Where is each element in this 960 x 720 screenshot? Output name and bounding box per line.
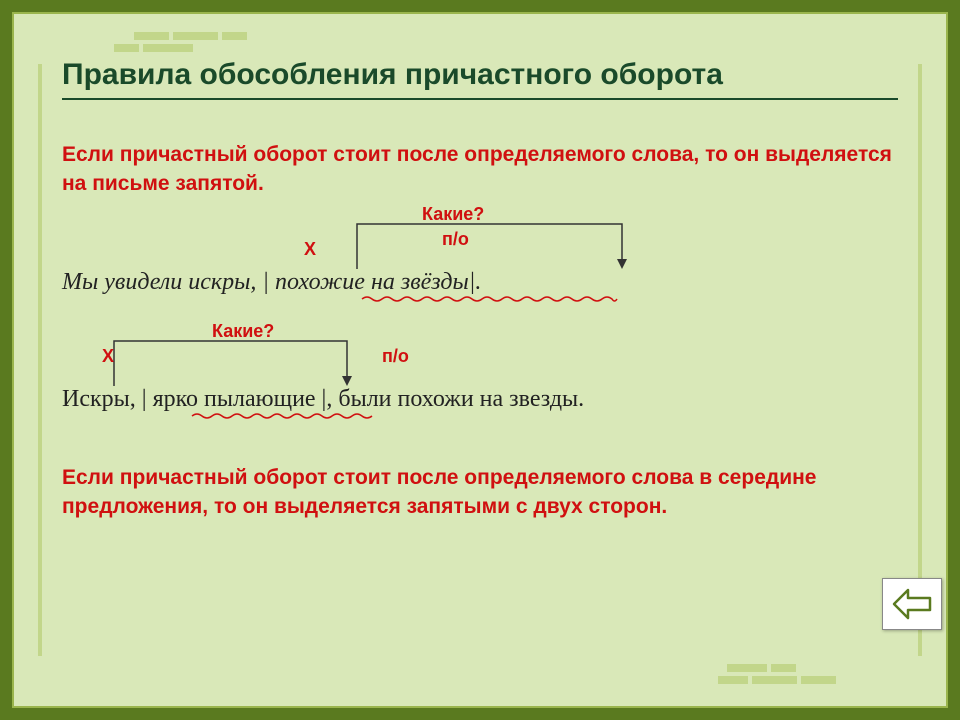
content-area: Правила обособления причастного оборота … [62, 58, 898, 522]
bracket-1 [62, 269, 762, 349]
decoration-br2 [727, 664, 796, 672]
question-1: Какие? [422, 204, 484, 225]
question-2: Какие? [212, 321, 274, 342]
decoration-tl [134, 32, 247, 40]
po-label-2: п/о [382, 346, 409, 367]
back-arrow-icon [892, 588, 932, 620]
back-button[interactable] [882, 578, 942, 630]
decoration-br [718, 676, 836, 684]
decoration-tl2 [114, 44, 193, 52]
rule-2-text: Если причастный оборот стоит после опред… [62, 463, 898, 522]
rule-1-text: Если причастный оборот стоит после опред… [62, 140, 898, 199]
example-2: Х Какие? п/о Искры, | ярко пылающие |, б… [62, 386, 898, 413]
x-marker-1: Х [304, 239, 316, 260]
x-marker-2: Х [102, 346, 114, 367]
decoration-vline-left [38, 64, 42, 656]
content-panel: Правила обособления причастного оборота … [12, 12, 948, 708]
slide-frame: Правила обособления причастного оборота … [0, 0, 960, 720]
decoration-vline-right [918, 64, 922, 656]
example-1: Х Какие? п/о Мы увидели искры, | похожие… [62, 269, 898, 296]
page-title: Правила обособления причастного оборота [62, 58, 898, 100]
po-label-1: п/о [442, 229, 469, 250]
bracket-2 [62, 386, 762, 466]
